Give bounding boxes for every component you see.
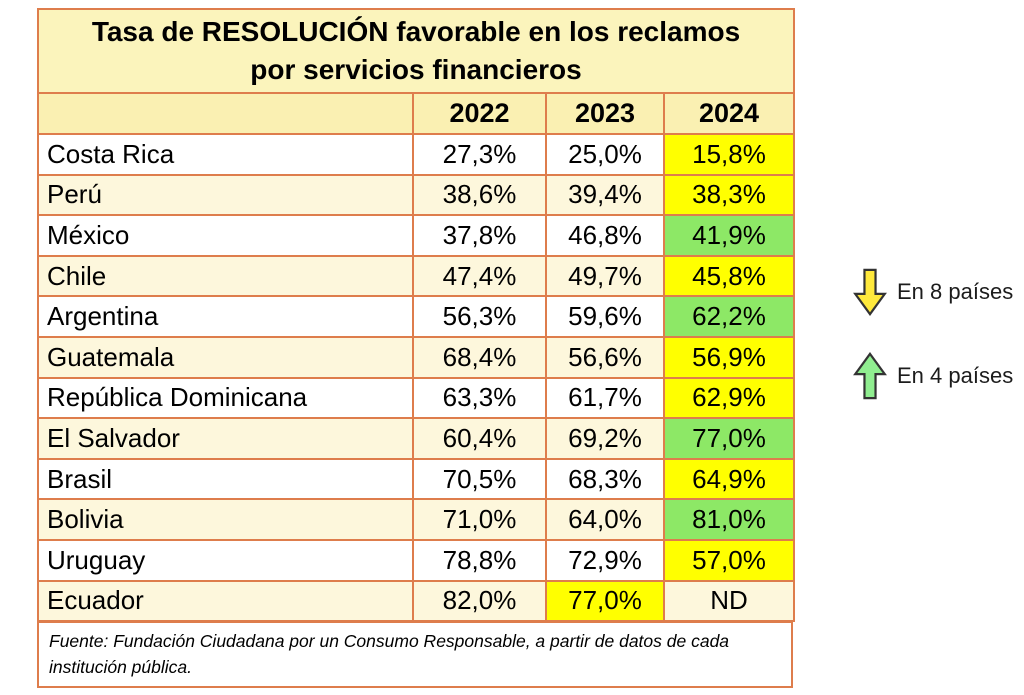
value-2024-cell: 15,8% [663, 133, 795, 176]
table-row: Ecuador 82,0% 77,0% ND [37, 579, 795, 623]
table-row: Perú 38,6% 39,4% 38,3% [37, 173, 795, 217]
value-2023-cell: 59,6% [545, 295, 665, 338]
value-2022-cell: 68,4% [412, 335, 547, 379]
resolution-table-figure: Tasa de RESOLUCIÓN favorable en los recl… [37, 8, 795, 689]
value-2024-cell: 56,9% [663, 335, 795, 379]
table-row: Bolivia 71,0% 64,0% 81,0% [37, 498, 795, 541]
value-2024-cell: 41,9% [663, 214, 795, 257]
value-2024-cell: 64,9% [663, 457, 795, 501]
value-2022-cell: 70,5% [412, 457, 547, 501]
table-row: Argentina 56,3% 59,6% 62,2% [37, 295, 795, 338]
value-2023-cell: 46,8% [545, 214, 665, 257]
header-row: 2022 2023 2024 [37, 92, 795, 135]
country-cell: Argentina [37, 295, 414, 338]
country-cell: México [37, 214, 414, 257]
value-2023-cell: 25,0% [545, 133, 665, 176]
value-2023-cell: 72,9% [545, 538, 665, 582]
value-2024-cell: 45,8% [663, 254, 795, 298]
down-arrow-icon [853, 268, 887, 316]
value-2024-cell: 62,9% [663, 376, 795, 420]
country-cell: Ecuador [37, 579, 414, 623]
value-2024-cell: 77,0% [663, 417, 795, 460]
value-2023-cell: 64,0% [545, 498, 665, 541]
legend-item-decrease: En 8 países [853, 268, 1013, 316]
table-row: Guatemala 68,4% 56,6% 56,9% [37, 335, 795, 379]
value-2022-cell: 37,8% [412, 214, 547, 257]
country-cell: Guatemala [37, 335, 414, 379]
country-cell: Chile [37, 254, 414, 298]
value-2022-cell: 38,6% [412, 173, 547, 217]
value-2023-cell: 49,7% [545, 254, 665, 298]
value-2022-cell: 78,8% [412, 538, 547, 582]
year-2023-header: 2023 [545, 92, 665, 135]
country-cell: Bolivia [37, 498, 414, 541]
country-cell: Uruguay [37, 538, 414, 582]
table-title: Tasa de RESOLUCIÓN favorable en los recl… [37, 8, 795, 94]
value-2022-cell: 60,4% [412, 417, 547, 460]
value-2023-cell: 68,3% [545, 457, 665, 501]
value-2022-cell: 82,0% [412, 579, 547, 623]
value-2023-cell: 61,7% [545, 376, 665, 420]
value-2023-cell: 69,2% [545, 417, 665, 460]
legend: En 8 países En 4 países [853, 268, 1013, 400]
table-row: México 37,8% 46,8% 41,9% [37, 214, 795, 257]
value-2024-cell: 57,0% [663, 538, 795, 582]
country-cell: Costa Rica [37, 133, 414, 176]
value-2022-cell: 63,3% [412, 376, 547, 420]
value-2022-cell: 56,3% [412, 295, 547, 338]
title-line-2: por servicios financieros [250, 54, 582, 85]
table-row: República Dominicana 63,3% 61,7% 62,9% [37, 376, 795, 420]
value-2024-cell: ND [663, 579, 795, 623]
legend-item-increase: En 4 países [853, 352, 1013, 400]
country-cell: Perú [37, 173, 414, 217]
source-note: Fuente: Fundación Ciudadana por un Consu… [37, 622, 793, 689]
up-arrow-icon [853, 352, 887, 400]
legend-label-increase: En 4 países [897, 363, 1014, 388]
value-2024-cell: 38,3% [663, 173, 795, 217]
resolution-table: Tasa de RESOLUCIÓN favorable en los recl… [37, 8, 795, 623]
title-line-1: Tasa de RESOLUCIÓN favorable en los recl… [91, 16, 741, 47]
legend-label-decrease: En 8 países [897, 279, 1014, 304]
value-2023-cell: 77,0% [545, 579, 665, 623]
table-row: Chile 47,4% 49,7% 45,8% [37, 254, 795, 298]
value-2024-cell: 81,0% [663, 498, 795, 541]
value-2022-cell: 47,4% [412, 254, 547, 298]
value-2023-cell: 56,6% [545, 335, 665, 379]
table-row: Uruguay 78,8% 72,9% 57,0% [37, 538, 795, 582]
table-row: Costa Rica 27,3% 25,0% 15,8% [37, 133, 795, 176]
table-row: El Salvador 60,4% 69,2% 77,0% [37, 417, 795, 460]
country-cell: República Dominicana [37, 376, 414, 420]
year-2024-header: 2024 [663, 92, 795, 135]
value-2023-cell: 39,4% [545, 173, 665, 217]
table-row: Brasil 70,5% 68,3% 64,9% [37, 457, 795, 501]
country-cell: El Salvador [37, 417, 414, 460]
value-2022-cell: 27,3% [412, 133, 547, 176]
value-2022-cell: 71,0% [412, 498, 547, 541]
title-row: Tasa de RESOLUCIÓN favorable en los recl… [37, 8, 795, 94]
year-2022-header: 2022 [412, 92, 547, 135]
source-text: Fuente: Fundación Ciudadana por un Consu… [49, 631, 730, 678]
value-2024-cell: 62,2% [663, 295, 795, 338]
country-column-header [37, 92, 414, 135]
country-cell: Brasil [37, 457, 414, 501]
